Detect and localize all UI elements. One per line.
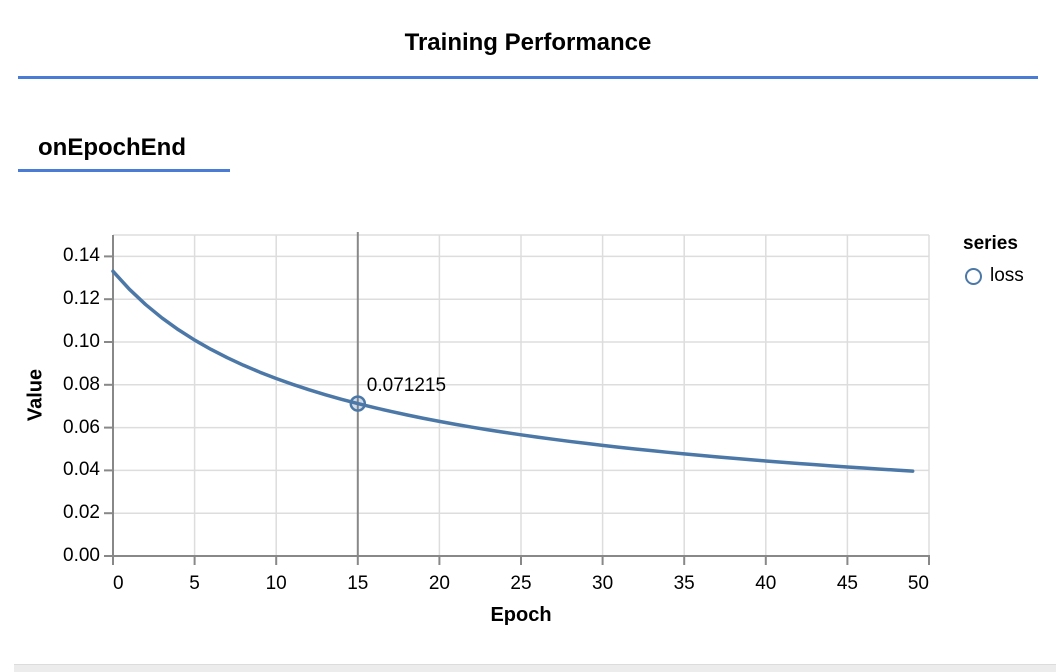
y-tick-label: 0.08 — [63, 373, 100, 395]
x-axis-title: Epoch — [490, 604, 552, 626]
legend-item-label: loss — [990, 265, 1024, 286]
y-tick-label: 0.00 — [63, 545, 100, 566]
x-tick-label: 10 — [265, 573, 287, 594]
page-title: Training Performance — [404, 29, 652, 56]
hover-point[interactable] — [349, 395, 367, 412]
legend-item-loss[interactable]: loss — [965, 265, 1024, 287]
y-tick-label: 0.04 — [63, 459, 100, 481]
title-divider — [18, 76, 1038, 79]
x-tick-label: 15 — [347, 573, 369, 594]
x-tick-label: 0 — [113, 573, 124, 594]
bottom-panel-edge — [14, 664, 1056, 672]
x-tick-label: 50 — [907, 573, 929, 594]
x-tick-label: 30 — [592, 573, 614, 594]
x-tick-label: 40 — [755, 573, 777, 594]
y-tick-label: 0.12 — [63, 288, 100, 310]
legend-title: series — [963, 233, 1018, 254]
loss-line[interactable] — [111, 269, 915, 473]
section-title: onEpochEnd — [38, 134, 186, 161]
y-tick-label: 0.02 — [63, 502, 100, 524]
x-tick-label: 45 — [836, 573, 858, 594]
y-tick-label: 0.14 — [63, 245, 100, 267]
circle-outline-icon — [965, 267, 982, 285]
y-axis-title: Value — [24, 368, 47, 422]
y-tick-label: 0.06 — [63, 416, 100, 438]
tooltip-value: 0.071215 — [366, 374, 447, 396]
x-tick-label: 25 — [510, 573, 532, 594]
y-tick-label: 0.10 — [63, 331, 100, 352]
x-tick-label: 35 — [673, 573, 695, 594]
x-tick-label: 5 — [189, 573, 200, 594]
x-tick-label: 20 — [428, 573, 450, 594]
section-divider — [18, 169, 230, 172]
